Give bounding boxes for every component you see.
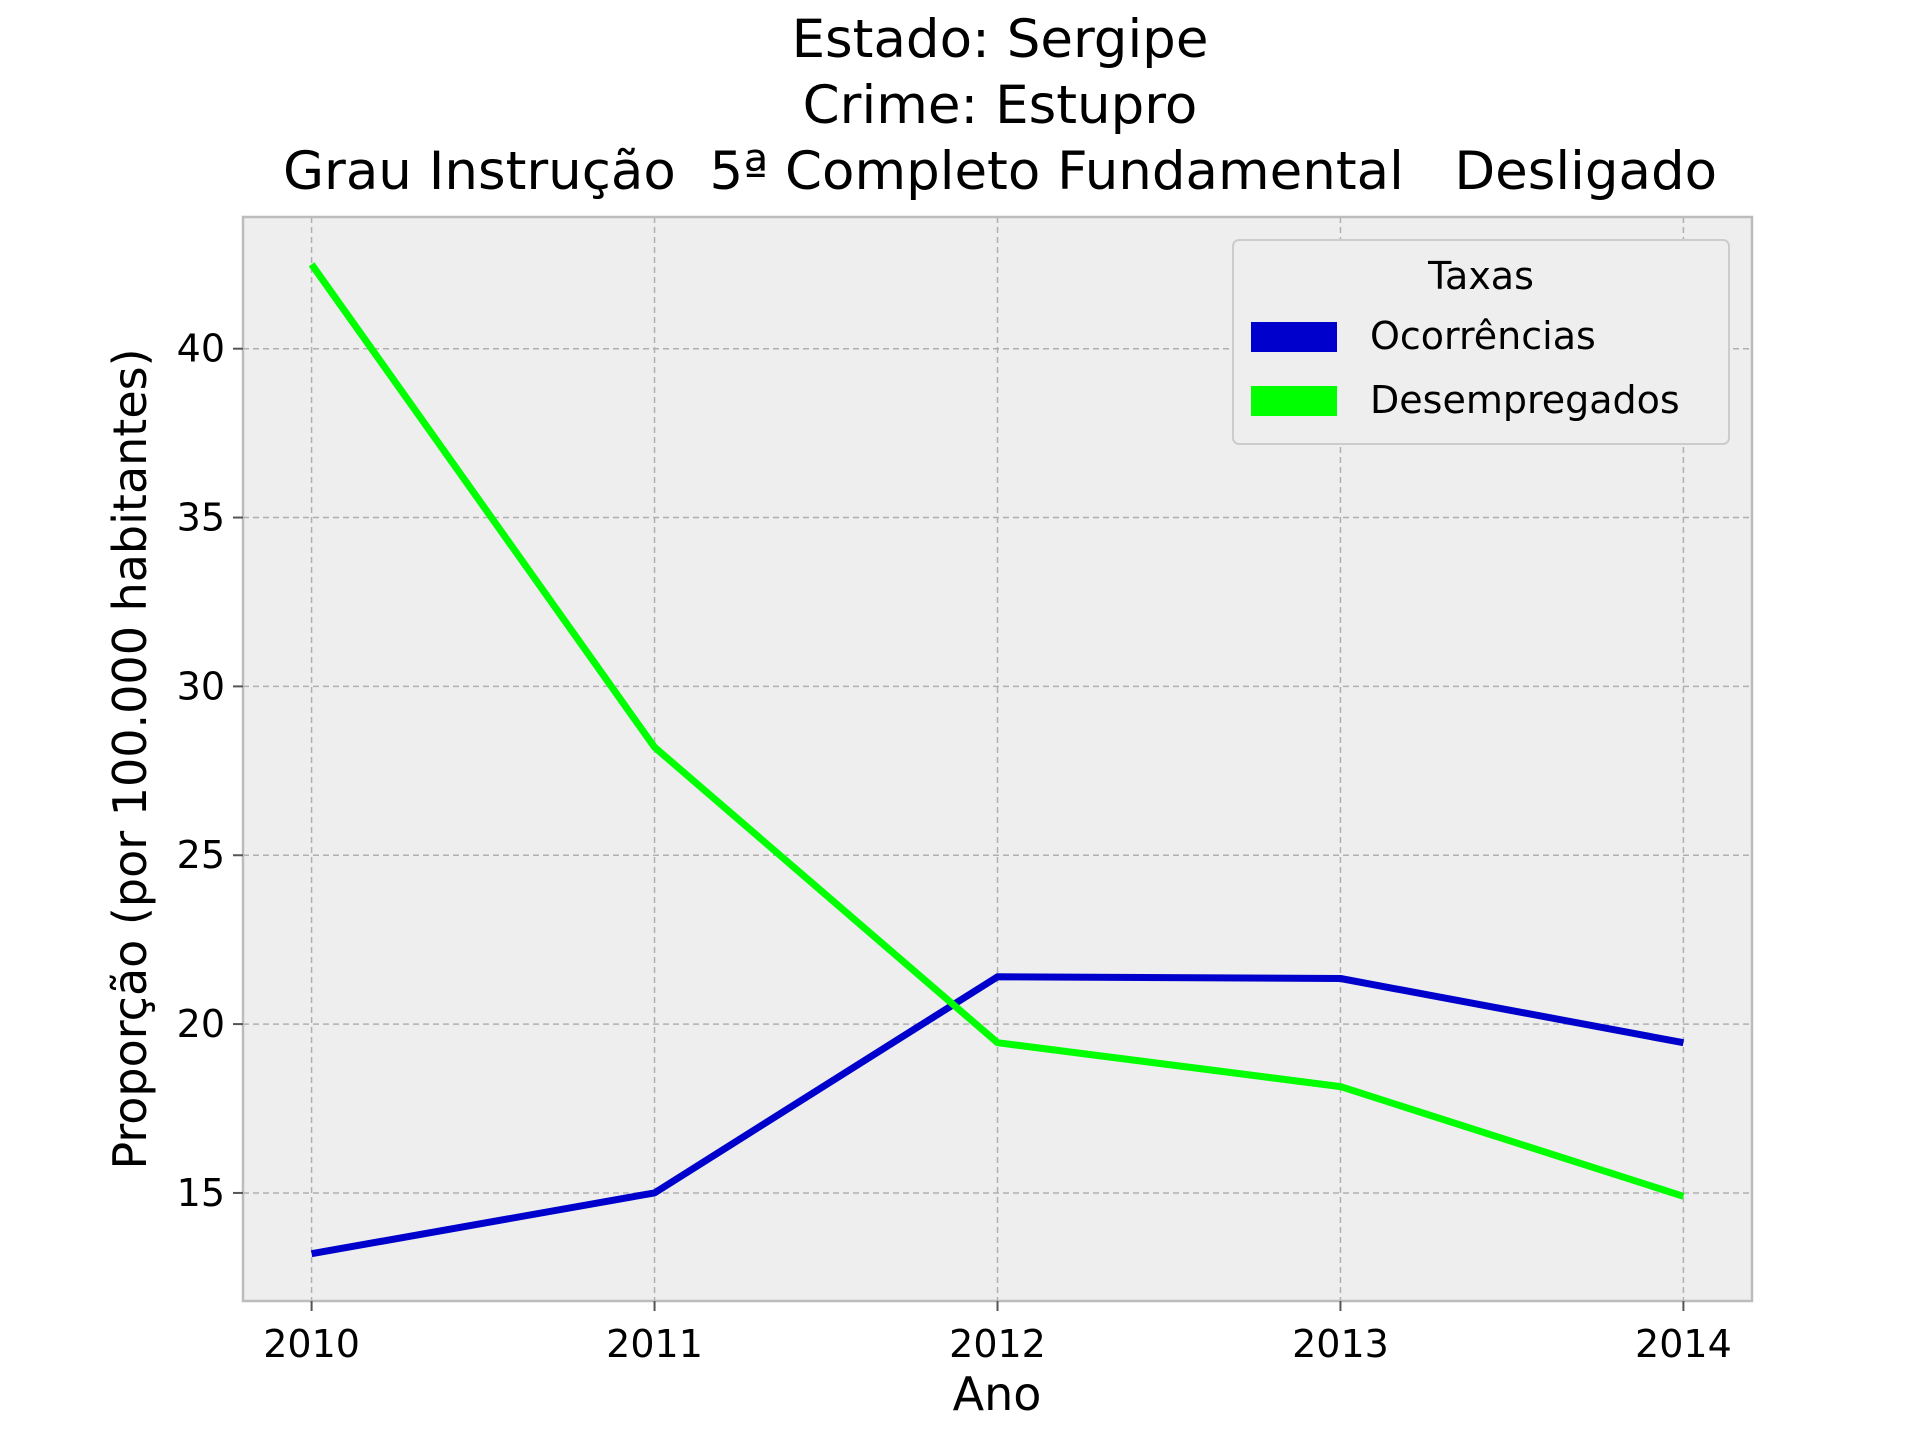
- y-tick-label: 40: [177, 327, 225, 371]
- title-line-2: Crime: Estupro: [803, 75, 1198, 136]
- legend-items: Ocorrências Desempregados: [1251, 314, 1680, 422]
- x-tick-label: 2011: [606, 1322, 703, 1366]
- y-axis-ticks: 15 20 25 30 35 40: [177, 327, 243, 1215]
- legend-label: Ocorrências: [1370, 314, 1596, 358]
- legend-swatch: [1251, 322, 1337, 352]
- y-tick-label: 35: [177, 496, 225, 540]
- title-line-3: Grau Instrução 5ª Completo Fundamental D…: [283, 141, 1717, 202]
- legend-label: Desempregados: [1370, 378, 1680, 422]
- x-tick-label: 2014: [1635, 1322, 1732, 1366]
- y-tick-label: 25: [177, 833, 225, 877]
- legend: Taxas Ocorrências Desempregados: [1232, 239, 1730, 445]
- x-axis-label: Ano: [953, 1367, 1042, 1421]
- y-tick-label: 20: [177, 1002, 225, 1046]
- x-tick-label: 2010: [263, 1322, 360, 1366]
- x-tick-label: 2013: [1292, 1322, 1389, 1366]
- legend-title: Taxas: [1427, 254, 1534, 298]
- y-axis-label: Proporção (por 100.000 habitantes): [103, 348, 157, 1169]
- y-tick-label: 15: [177, 1171, 225, 1215]
- x-axis-ticks: 2010 2011 2012 2013 2014: [263, 1301, 1732, 1366]
- y-tick-label: 30: [177, 664, 225, 708]
- legend-swatch: [1251, 386, 1337, 416]
- series-line-desempregados: [308, 262, 1685, 1200]
- x-tick-label: 2012: [949, 1322, 1046, 1366]
- legend-box: [1232, 239, 1730, 445]
- series-line-ocorrencias: [310, 973, 1685, 1258]
- series-lines: [308, 262, 1685, 1258]
- chart-title: Estado: Sergipe Crime: Estupro Grau Inst…: [283, 9, 1717, 202]
- title-line-1: Estado: Sergipe: [792, 9, 1209, 70]
